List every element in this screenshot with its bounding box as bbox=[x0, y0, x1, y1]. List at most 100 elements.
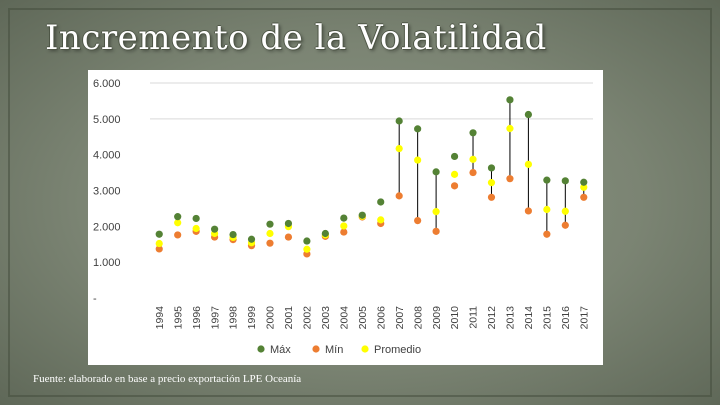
min-point bbox=[506, 175, 514, 183]
avg-point bbox=[561, 207, 569, 215]
max-point bbox=[358, 211, 366, 219]
chart-area: 6.000 5.000 4.000 3.000 2.000 1.000 - 1994 1995 1… bbox=[88, 70, 603, 365]
min-point bbox=[469, 168, 477, 177]
y-tick-label: 1.000 bbox=[93, 257, 121, 269]
avg-point bbox=[414, 156, 422, 164]
y-tick-label: - bbox=[93, 293, 97, 305]
slide-frame bbox=[8, 8, 712, 397]
max-point bbox=[524, 110, 532, 119]
avg-point bbox=[155, 239, 163, 248]
legend-marker bbox=[257, 345, 265, 353]
x-tick-label: 2015 bbox=[542, 306, 554, 330]
min-point bbox=[487, 193, 496, 201]
max-point bbox=[247, 235, 256, 243]
x-tick-label: 1998 bbox=[228, 306, 240, 330]
y-tick-label: 3.000 bbox=[93, 186, 121, 198]
x-tick-label: 2002 bbox=[302, 306, 314, 330]
avg-point bbox=[192, 224, 200, 233]
min-point bbox=[155, 245, 163, 253]
avg-point bbox=[266, 229, 274, 238]
x-tick-label: 2012 bbox=[486, 306, 498, 330]
max-point bbox=[284, 219, 293, 228]
max-point bbox=[432, 168, 440, 176]
max-point bbox=[174, 213, 182, 221]
y-tick-label: 5.000 bbox=[93, 114, 121, 126]
max-point bbox=[580, 178, 588, 186]
slide-title: Incremento de la Volatilidad bbox=[45, 18, 547, 58]
max-point bbox=[487, 164, 496, 172]
x-tick-label: 2009 bbox=[431, 306, 443, 330]
legend-label: Máx bbox=[270, 344, 291, 356]
x-tick-label: 2007 bbox=[394, 306, 406, 330]
legend-marker bbox=[312, 345, 320, 353]
x-tick-label: 2003 bbox=[320, 306, 332, 330]
x-tick-label: 1997 bbox=[209, 306, 221, 330]
max-point bbox=[377, 198, 385, 206]
max-point bbox=[266, 220, 274, 228]
min-point bbox=[561, 221, 569, 229]
avg-point bbox=[450, 170, 459, 178]
min-point bbox=[395, 192, 403, 200]
y-tick-label: 4.000 bbox=[93, 150, 121, 162]
max-point bbox=[395, 117, 403, 125]
x-tick-label: 2001 bbox=[283, 306, 295, 330]
min-point bbox=[284, 233, 293, 241]
x-tick-label: 2014 bbox=[523, 306, 535, 330]
x-tick-label: 1996 bbox=[191, 306, 203, 330]
min-point bbox=[524, 207, 532, 215]
max-point bbox=[506, 96, 514, 104]
avg-point bbox=[303, 245, 311, 253]
x-tick-label: 2005 bbox=[357, 306, 369, 330]
x-tick-label: 1994 bbox=[154, 306, 166, 330]
min-point bbox=[266, 239, 274, 247]
max-point bbox=[211, 225, 219, 233]
x-tick-label: 2000 bbox=[265, 306, 277, 330]
y-tick-label: 6.000 bbox=[93, 78, 121, 90]
y-tick-label: 2.000 bbox=[93, 221, 121, 233]
avg-point bbox=[340, 222, 348, 230]
avg-point bbox=[469, 155, 477, 163]
max-point bbox=[155, 230, 163, 238]
legend-label: Promedio bbox=[374, 344, 421, 356]
x-tick-label: 2013 bbox=[505, 306, 517, 330]
max-point bbox=[340, 214, 348, 222]
legend-label: Mín bbox=[325, 344, 343, 356]
x-tick-label: 2016 bbox=[560, 306, 572, 330]
avg-point bbox=[377, 216, 385, 224]
x-tick-label: 2006 bbox=[375, 306, 387, 330]
max-point bbox=[229, 230, 237, 239]
min-point bbox=[414, 217, 422, 225]
max-point bbox=[450, 152, 459, 161]
max-point bbox=[469, 129, 477, 137]
max-point bbox=[303, 237, 311, 245]
max-point bbox=[321, 229, 329, 238]
x-tick-label: 2017 bbox=[578, 306, 590, 330]
min-point bbox=[174, 231, 182, 239]
max-point bbox=[414, 125, 422, 133]
avg-point bbox=[580, 183, 588, 191]
avg-point bbox=[395, 144, 403, 153]
min-point bbox=[543, 230, 551, 238]
volatility-chart: 6.000 5.000 4.000 3.000 2.000 1.000 - 1994 1995 1… bbox=[93, 78, 593, 356]
min-point bbox=[450, 182, 459, 190]
x-tick-label: 2011 bbox=[468, 306, 480, 329]
avg-point bbox=[487, 179, 496, 187]
min-point bbox=[432, 227, 440, 235]
avg-point bbox=[543, 205, 551, 214]
x-tick-label: 2010 bbox=[449, 306, 461, 330]
max-point bbox=[543, 176, 551, 184]
min-point bbox=[340, 228, 348, 236]
avg-point bbox=[524, 160, 532, 168]
avg-point bbox=[174, 219, 182, 227]
min-point bbox=[580, 193, 588, 201]
x-tick-label: 2004 bbox=[338, 306, 350, 330]
max-point bbox=[561, 177, 569, 185]
avg-point bbox=[506, 124, 514, 133]
avg-point bbox=[432, 208, 440, 216]
source-note: Fuente: elaborado en base a precio expor… bbox=[33, 373, 302, 385]
max-point bbox=[192, 214, 200, 223]
x-tick-label: 2008 bbox=[412, 306, 424, 330]
x-tick-label: 1995 bbox=[172, 306, 184, 330]
legend-marker bbox=[361, 345, 369, 353]
x-tick-label: 1999 bbox=[246, 306, 258, 330]
